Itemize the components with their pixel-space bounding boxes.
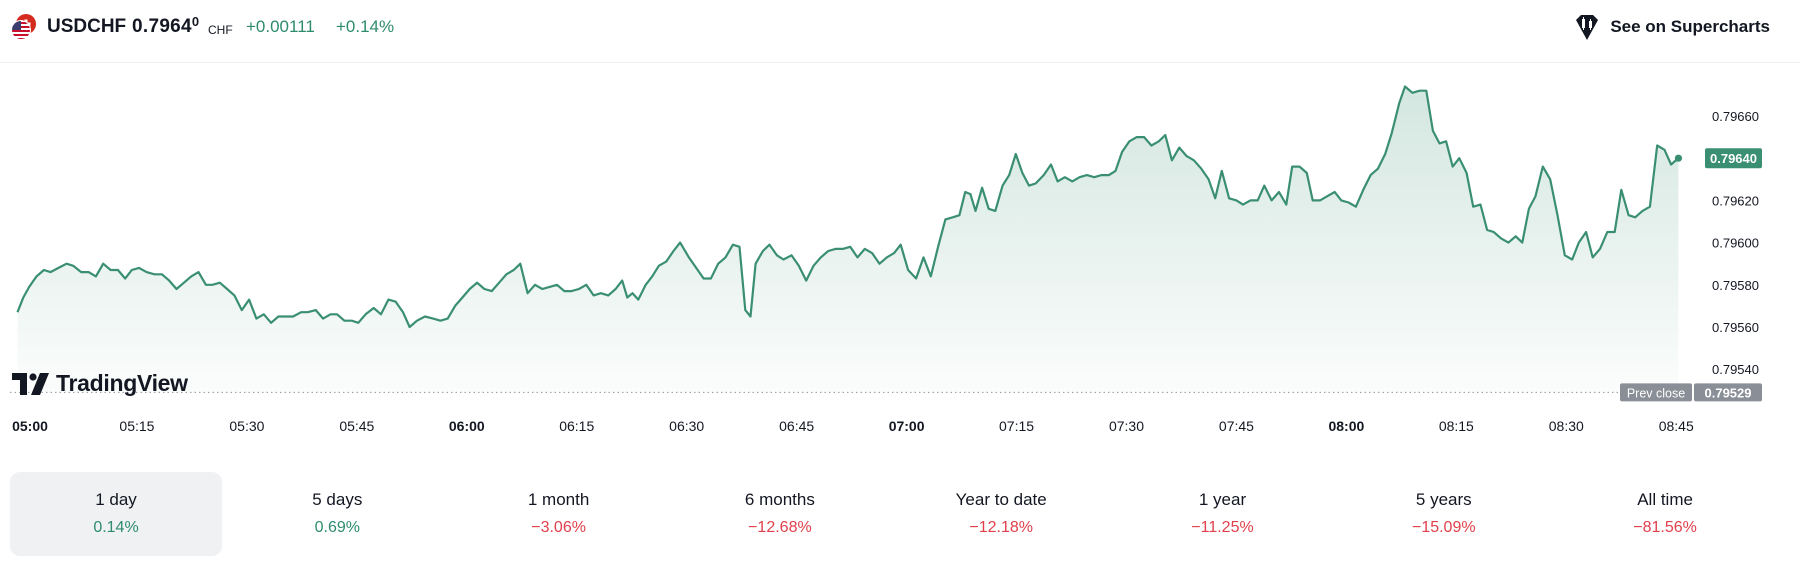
last-price-badge-label: 0.79640 bbox=[1710, 151, 1757, 166]
x-tick-label: 06:15 bbox=[559, 418, 594, 434]
period-change: −3.06% bbox=[531, 519, 586, 536]
period-tab[interactable]: 5 days 0.69% bbox=[231, 472, 443, 556]
period-tab[interactable]: 6 months −12.68% bbox=[674, 472, 886, 556]
x-tick-label: 08:30 bbox=[1549, 418, 1584, 434]
tradingview-logo-text: TradingView bbox=[56, 370, 188, 396]
last-price: 0.79640 bbox=[132, 14, 200, 37]
prev-close-badge bbox=[1620, 383, 1692, 402]
symbol-name: USDCHF bbox=[47, 16, 127, 37]
y-tick-label: 0.79620 bbox=[1712, 193, 1759, 208]
x-tick-label: 05:15 bbox=[119, 418, 154, 434]
period-selector: 1 day 0.14% 5 days 0.69% 1 month −3.06% 6 mont… bbox=[10, 472, 1790, 556]
period-label: All time bbox=[1637, 490, 1693, 509]
supercharts-icon bbox=[1576, 15, 1599, 40]
x-tick-label: 08:00 bbox=[1328, 418, 1364, 434]
period-label: 1 month bbox=[527, 490, 590, 509]
x-tick-label: 07:30 bbox=[1109, 418, 1144, 434]
x-tick-label: 05:30 bbox=[229, 418, 264, 434]
y-tick-label: 0.79600 bbox=[1712, 236, 1759, 251]
price-line bbox=[16, 85, 1680, 329]
symbol-header: USDCHF 0.79640 CHF +0.00111 +0.14% See o… bbox=[0, 0, 1800, 63]
period-tab[interactable]: 1 month −3.06% bbox=[453, 472, 665, 556]
price-change-percent: +0.14% bbox=[336, 17, 395, 36]
prev-close-value: 0.79529 bbox=[1705, 385, 1752, 400]
y-tick-label: 0.79660 bbox=[1712, 109, 1759, 124]
y-tick-label: 0.79560 bbox=[1712, 320, 1759, 335]
x-tick-label: 06:00 bbox=[449, 418, 485, 434]
prev-close-value-badge bbox=[1694, 383, 1762, 402]
x-tick-label: 06:30 bbox=[669, 418, 704, 434]
tradingview-logo: TradingView bbox=[12, 370, 188, 397]
period-label: 6 months bbox=[744, 490, 815, 509]
price-area-fill bbox=[17, 86, 1679, 393]
prev-close-label: Prev close bbox=[1627, 386, 1685, 400]
price-change: +0.00111 bbox=[246, 17, 315, 36]
period-change: −12.68% bbox=[748, 519, 812, 536]
x-tick-label: 05:45 bbox=[339, 418, 374, 434]
period-tab[interactable]: 1 year −11.25% bbox=[1116, 472, 1328, 556]
supercharts-label: See on Supercharts bbox=[1610, 17, 1770, 36]
period-label: 5 years bbox=[1415, 490, 1472, 509]
y-tick-label: 0.79580 bbox=[1712, 278, 1759, 293]
usd-chf-flag-icon bbox=[11, 14, 36, 40]
period-change: −15.09% bbox=[1411, 519, 1476, 536]
y-tick-label: 0.79540 bbox=[1712, 362, 1759, 377]
period-tab[interactable]: All time −81.56% bbox=[1559, 472, 1771, 556]
x-tick-label: 08:45 bbox=[1659, 418, 1694, 434]
period-change: −81.56% bbox=[1633, 519, 1697, 536]
last-price-dot bbox=[1674, 154, 1683, 162]
period-change: 0.14% bbox=[93, 519, 139, 536]
see-on-supercharts-link[interactable]: See on Supercharts bbox=[1572, 12, 1770, 42]
period-tab[interactable]: 1 day 0.14% bbox=[10, 472, 222, 556]
price-currency: CHF bbox=[208, 23, 233, 37]
period-tab[interactable]: Year to date −12.18% bbox=[895, 472, 1107, 556]
x-tick-label: 06:45 bbox=[779, 418, 814, 434]
period-label: 5 days bbox=[312, 490, 363, 509]
x-tick-label: 07:45 bbox=[1219, 418, 1254, 434]
period-change: −11.25% bbox=[1191, 519, 1254, 536]
x-tick-label: 07:15 bbox=[999, 418, 1034, 434]
x-tick-label: 05:00 bbox=[12, 418, 48, 434]
period-label: 1 year bbox=[1198, 490, 1247, 509]
period-tab[interactable]: 5 years −15.09% bbox=[1338, 472, 1550, 556]
period-label: 1 day bbox=[95, 490, 137, 509]
last-price-badge bbox=[1705, 148, 1762, 169]
period-change: 0.69% bbox=[314, 519, 360, 536]
price-chart[interactable]: 0.79660 0.79640 0.79620 0.79600 0.79580 0.795… bbox=[0, 62, 1800, 462]
price-fraction: 0 bbox=[191, 14, 200, 29]
period-label: Year to date bbox=[955, 490, 1047, 509]
x-tick-label: 07:00 bbox=[889, 418, 925, 434]
period-change: −12.18% bbox=[969, 519, 1033, 536]
x-tick-label: 08:15 bbox=[1439, 418, 1474, 434]
tradingview-logo-icon bbox=[12, 372, 49, 395]
